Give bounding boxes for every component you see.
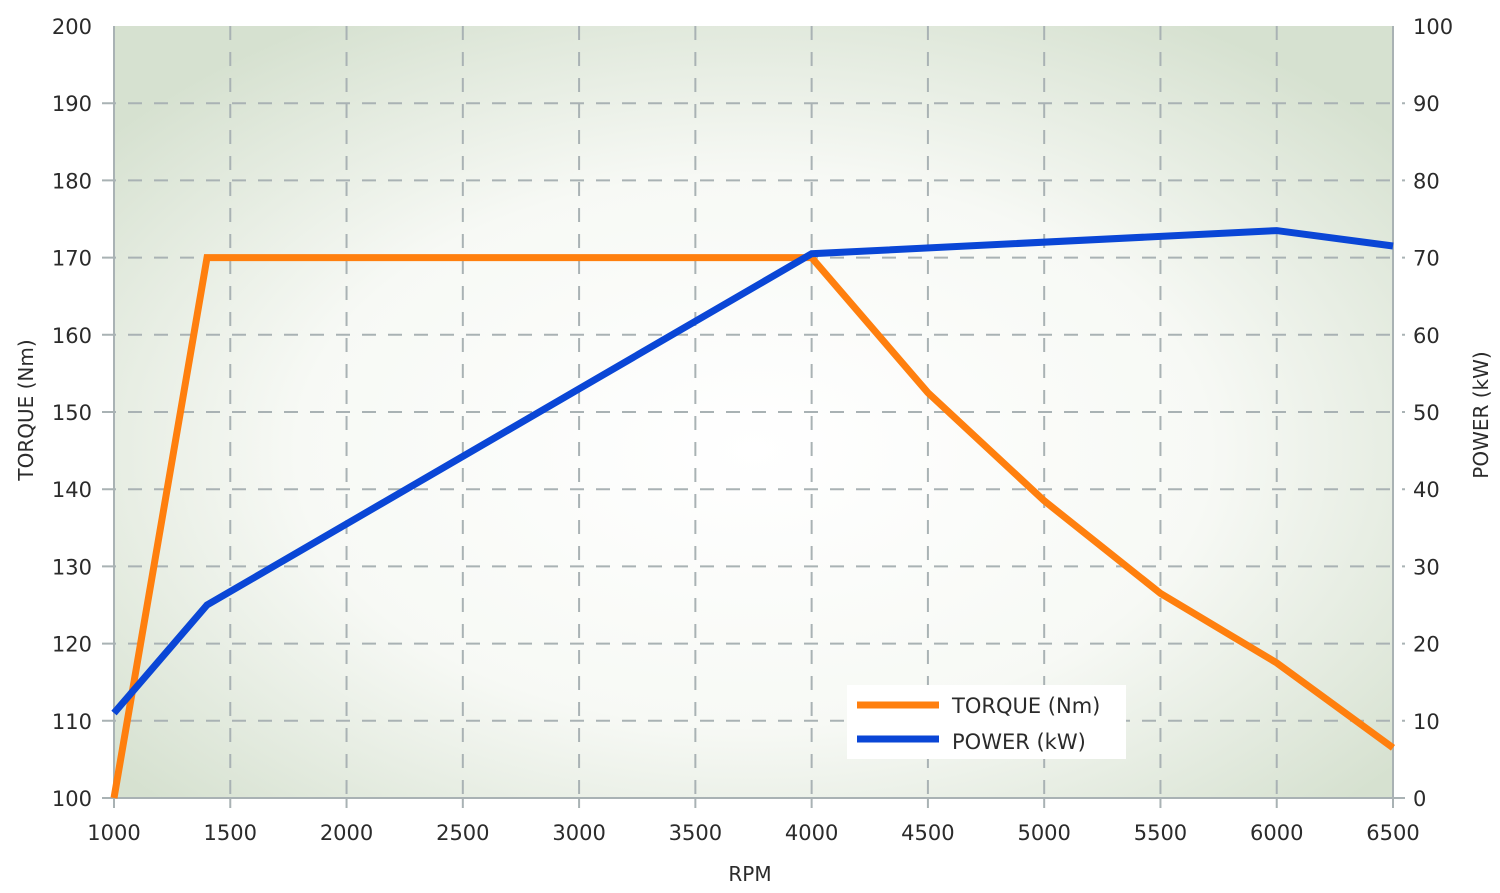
x-tick-label: 4500 (901, 821, 954, 845)
y2-tick-label: 90 (1413, 92, 1440, 116)
y2-tick-label: 0 (1413, 787, 1426, 811)
x-tick-label: 6000 (1250, 821, 1303, 845)
x-tick-label: 5500 (1134, 821, 1187, 845)
x-axis-title: RPM (728, 862, 771, 886)
x-tick-label: 6500 (1366, 821, 1419, 845)
x-tick-label: 1500 (204, 821, 257, 845)
y2-tick-label: 70 (1413, 247, 1440, 271)
x-tick-label: 1000 (87, 821, 140, 845)
axes (102, 26, 1405, 808)
x-tick-label: 3000 (552, 821, 605, 845)
y2-tick-label: 100 (1413, 15, 1453, 39)
y2-tick-label: 40 (1413, 478, 1440, 502)
y2-tick-label: 20 (1413, 633, 1440, 657)
y2-tick-label: 30 (1413, 555, 1440, 579)
torque-line (110, 254, 1396, 799)
y-tick-label: 100 (52, 787, 92, 811)
y-tick-label: 160 (52, 324, 92, 348)
x-tick-label: 2500 (436, 821, 489, 845)
y-tick-label: 140 (52, 478, 92, 502)
y2-tick-label: 60 (1413, 324, 1440, 348)
y-tick-label: 130 (52, 555, 92, 579)
tick-labels: 1000 1500 2000 2500 3000 3500 4000 4500 5000 5500… (52, 15, 1453, 845)
y2-tick-label: 80 (1413, 169, 1440, 193)
y2-tick-label: 10 (1413, 710, 1440, 734)
y-tick-label: 200 (52, 15, 92, 39)
legend-label-power: POWER (kW) (952, 730, 1086, 754)
x-tick-label: 5000 (1017, 821, 1070, 845)
legend-label-torque: TORQUE (Nm) (951, 694, 1100, 718)
y-tick-label: 170 (52, 247, 92, 271)
power-line (111, 227, 1394, 716)
y-tick-label: 180 (52, 169, 92, 193)
y-tick-label: 110 (52, 710, 92, 734)
x-tick-label: 2000 (320, 821, 373, 845)
grid-lines (102, 26, 1405, 798)
y-tick-label: 190 (52, 92, 92, 116)
x-tick-label: 4000 (785, 821, 838, 845)
y2-tick-label: 50 (1413, 401, 1440, 425)
series-lines (110, 227, 1396, 799)
y-tick-label: 150 (52, 401, 92, 425)
y-axis-title: TORQUE (Nm) (14, 339, 38, 481)
legend-box (847, 685, 1126, 759)
x-tick-label: 3500 (669, 821, 722, 845)
legend: TORQUE (Nm) POWER (kW) (847, 685, 1126, 759)
y2-axis-title: POWER (kW) (1469, 351, 1493, 478)
y-tick-label: 120 (52, 633, 92, 657)
